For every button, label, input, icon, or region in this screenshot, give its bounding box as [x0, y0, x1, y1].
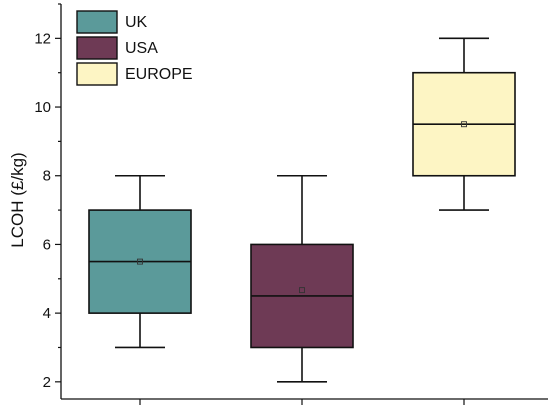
- legend-swatch-uk: [76, 10, 118, 34]
- y-tick-label: 12: [34, 30, 51, 47]
- legend-swatch-usa: [76, 36, 118, 60]
- box-group-usa: [250, 174, 354, 383]
- legend-label-usa: USA: [125, 40, 158, 57]
- y-tick-label: 10: [34, 99, 51, 116]
- mean-marker-usa: [299, 287, 305, 294]
- mean-marker-uk: [137, 258, 143, 265]
- y-axis-title: LCOH (£/kg): [8, 152, 27, 247]
- box-group-europe: [412, 37, 516, 211]
- legend-label-europe: EUROPE: [125, 66, 193, 83]
- y-tick-label: 2: [43, 374, 51, 391]
- y-tick-label: 6: [43, 236, 51, 253]
- box-group-uk: [88, 174, 192, 349]
- mean-marker-europe: [461, 121, 467, 128]
- legend-swatch-europe: [76, 62, 118, 86]
- y-tick-label: 8: [43, 168, 51, 185]
- legend-label-uk: UK: [125, 14, 148, 31]
- y-tick-label: 4: [43, 305, 51, 322]
